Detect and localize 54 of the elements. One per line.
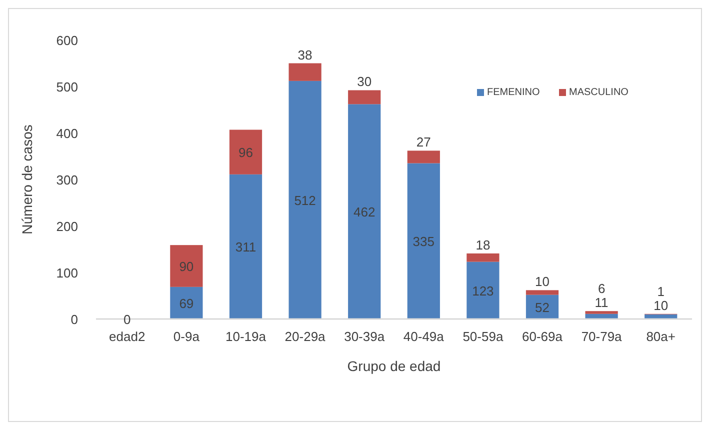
y-tick-label: 100 [56,266,78,280]
x-tick-label: 60-69a [522,329,564,344]
data-label: 512 [294,192,316,208]
y-tick-label: 300 [56,172,78,188]
bar [229,174,262,319]
bar [526,290,559,295]
x-tick-label: 80a+ [646,329,676,344]
data-label: 462 [353,204,376,220]
data-label: 96 [238,145,253,160]
data-label: 90 [179,258,194,274]
bar [348,90,381,104]
data-label: 123 [472,283,494,298]
data-label: 10 [654,298,668,313]
bar [466,253,500,262]
bar [288,63,322,81]
y-tick-label: 600 [56,33,78,48]
x-axis-title: Grupo de edad [347,358,441,374]
bar [229,130,262,174]
data-label: 6 [598,281,606,296]
y-tick-label: 500 [56,80,78,94]
bar [466,262,500,319]
data-label: 11 [594,295,608,310]
data-label: 311 [235,240,256,255]
y-tick-label: 200 [56,219,78,234]
x-tick-label: 30-39a [344,329,386,344]
bar [407,163,440,319]
y-tick-label: 400 [56,126,78,141]
data-label: 38 [298,47,312,62]
legend-label: FEMENINO [487,87,540,98]
data-label: 0 [124,312,131,327]
data-label: 30 [357,74,372,90]
data-label: 52 [535,300,550,315]
bar [170,245,203,287]
data-label: 69 [179,296,194,311]
x-tick-label: 40-49a [403,329,445,344]
bar [170,286,203,319]
bar [585,311,618,314]
x-tick-label: 50-59a [462,329,504,344]
x-tick-label: 70-79a [581,329,623,344]
data-label: 10 [535,274,550,290]
legend-label: MASCULINO [569,87,629,98]
bar [407,150,440,164]
bar [348,104,381,319]
y-axis-title: Número de casos [19,124,35,234]
data-label: 27 [416,134,431,150]
x-tick-label: 10-19a [226,329,267,344]
y-tick-label: 0 [70,312,78,327]
x-tick-label: edad2 [109,329,146,344]
bar [288,80,322,319]
data-label: 335 [412,234,435,250]
x-tick-label: 20-29a [284,329,326,344]
x-tick-label: 0-9a [173,329,200,344]
data-label: 1 [657,284,664,299]
data-label: 18 [476,237,490,252]
